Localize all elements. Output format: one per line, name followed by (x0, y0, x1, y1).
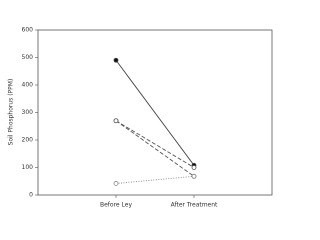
series-line (115, 175, 195, 184)
series-line (115, 120, 195, 168)
data-point (113, 181, 119, 186)
y-tick-label: 200 (22, 137, 34, 144)
y-tick-label: 300 (22, 109, 34, 116)
y-tick-label: 100 (22, 164, 34, 171)
series-line (115, 59, 195, 166)
series-line (115, 120, 195, 177)
x-tick-label: Before Ley (100, 202, 132, 209)
y-axis-label: Soil Phosphorus (PPM) (8, 79, 15, 146)
chart: Soil Phosphorus (PPM) 0 100 200 300 400 500 60… (8, 27, 273, 209)
y-tick-label: 500 (22, 54, 34, 61)
x-tick-label: After Treatment (171, 202, 218, 209)
y-tick-label: 0 (29, 192, 33, 199)
y-tick-label: 600 (22, 27, 34, 34)
data-point (113, 118, 119, 124)
y-tick-label: 400 (22, 82, 34, 89)
data-point (191, 173, 197, 179)
data-point (191, 165, 197, 170)
data-point (113, 57, 119, 63)
